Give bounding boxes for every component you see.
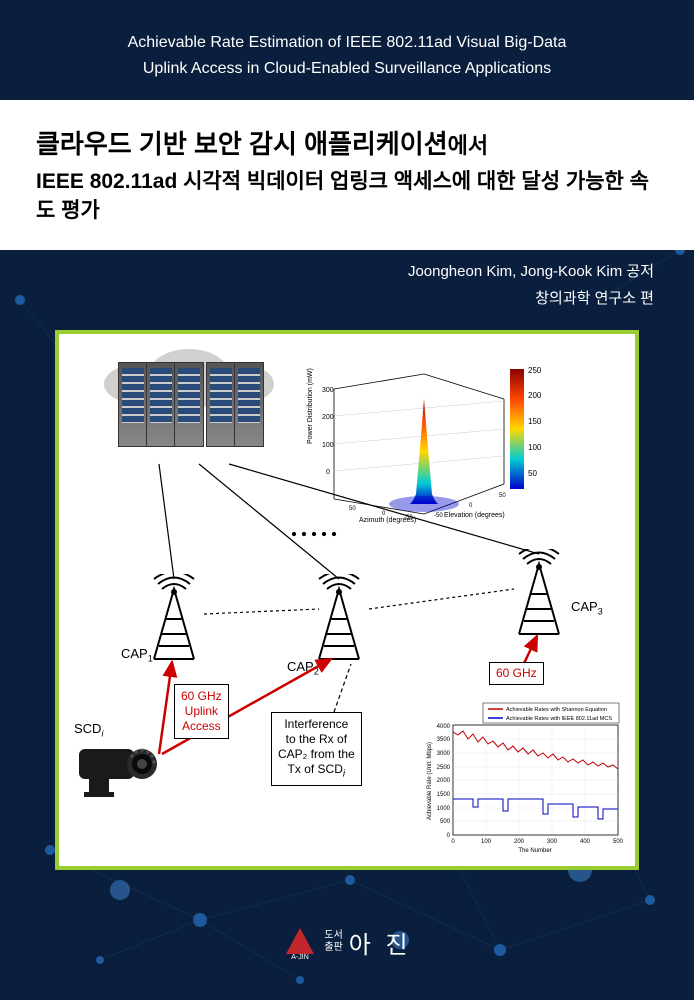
svg-text:4000: 4000 xyxy=(437,724,451,730)
svg-text:-50: -50 xyxy=(434,513,443,519)
editor: 창의과학 연구소 편 xyxy=(408,285,654,312)
legend2: Achievable Rates with IEEE 802.11ad MCS xyxy=(506,716,612,722)
publisher-name: 아 진 xyxy=(349,925,412,960)
svg-text:0: 0 xyxy=(469,503,473,509)
colorbar: 250 200 150 100 50 xyxy=(510,369,524,489)
svg-text:500: 500 xyxy=(440,819,451,825)
cap3-label: CAP3 xyxy=(571,599,603,617)
svg-text:0: 0 xyxy=(447,833,451,839)
svg-text:50: 50 xyxy=(499,493,506,499)
svg-text:2500: 2500 xyxy=(437,765,451,771)
english-title: Achievable Rate Estimation of IEEE 802.1… xyxy=(0,30,694,81)
svg-text:100: 100 xyxy=(481,839,492,845)
uplink-access-box: 60 GHz Uplink Access xyxy=(174,684,229,739)
svg-text:400: 400 xyxy=(580,839,591,845)
surf-xlabel2: Elevation (degrees) xyxy=(444,512,505,519)
tower-cap3 xyxy=(509,549,569,644)
line-xlabel: The Number xyxy=(518,848,551,854)
cap1-label: CAP1 xyxy=(121,646,153,664)
english-title-line2: Uplink Access in Cloud-Enabled Surveilla… xyxy=(143,60,551,77)
surf-ylabel: Power Distribution (mW) xyxy=(307,368,314,444)
korean-title-line2: IEEE 802.11ad 시각적 빅데이터 업링크 액세스에 대한 달성 가능… xyxy=(36,167,658,226)
svg-text:1500: 1500 xyxy=(437,792,451,798)
achievable-rate-chart: Achievable Rates with Shannon Equation A… xyxy=(423,699,623,854)
authors: Joongheon Kim, Jong-Kook Kim 공저 xyxy=(408,258,654,285)
publisher-logo-icon: A-JIN xyxy=(282,924,318,960)
korean-title-banner: 클라우드 기반 보안 감시 애플리케이션에서 IEEE 802.11ad 시각적… xyxy=(0,100,694,250)
diagram-frame: Power Distribution (mW) Azimuth (degrees… xyxy=(55,330,639,870)
svg-text:500: 500 xyxy=(613,839,623,845)
svg-text:2000: 2000 xyxy=(437,778,451,784)
svg-text:-50: -50 xyxy=(404,515,413,521)
authors-block: Joongheon Kim, Jong-Kook Kim 공저 창의과학 연구소… xyxy=(408,258,654,312)
surveillance-camera-icon xyxy=(74,734,164,799)
svg-text:1000: 1000 xyxy=(437,806,451,812)
svg-text:100: 100 xyxy=(322,442,334,449)
svg-text:3500: 3500 xyxy=(437,737,451,743)
power-distribution-plot: Power Distribution (mW) Azimuth (degrees… xyxy=(304,349,544,524)
svg-text:300: 300 xyxy=(322,387,334,394)
svg-text:0: 0 xyxy=(326,469,330,476)
legend1: Achievable Rates with Shannon Equation xyxy=(506,707,607,713)
line-ylabel: Achievable Rate (Unit: Mbps) xyxy=(427,742,433,820)
tower-cap1 xyxy=(144,574,204,669)
cloud-servers xyxy=(99,344,279,464)
svg-text:200: 200 xyxy=(322,414,334,421)
publisher: A-JIN 도서 출판 아 진 xyxy=(0,924,694,960)
korean-title-line1: 클라우드 기반 보안 감시 애플리케이션에서 xyxy=(36,124,658,161)
svg-text:200: 200 xyxy=(514,839,525,845)
server-rack xyxy=(119,362,263,452)
svg-text:3000: 3000 xyxy=(437,751,451,757)
ghz-box: 60 GHz xyxy=(489,662,544,685)
svg-text:A-JIN: A-JIN xyxy=(292,954,310,960)
english-title-line1: Achievable Rate Estimation of IEEE 802.1… xyxy=(128,34,567,51)
svg-text:0: 0 xyxy=(451,839,455,845)
tower-cap2 xyxy=(309,574,369,669)
svg-text:50: 50 xyxy=(349,506,356,512)
svg-text:300: 300 xyxy=(547,839,558,845)
diagram: Power Distribution (mW) Azimuth (degrees… xyxy=(59,334,635,866)
publisher-small-text: 도서 출판 xyxy=(324,930,342,954)
cap2-label: CAP2 xyxy=(287,659,319,677)
interference-box: Interference to the Rx of CAP₂ from the … xyxy=(271,712,362,786)
